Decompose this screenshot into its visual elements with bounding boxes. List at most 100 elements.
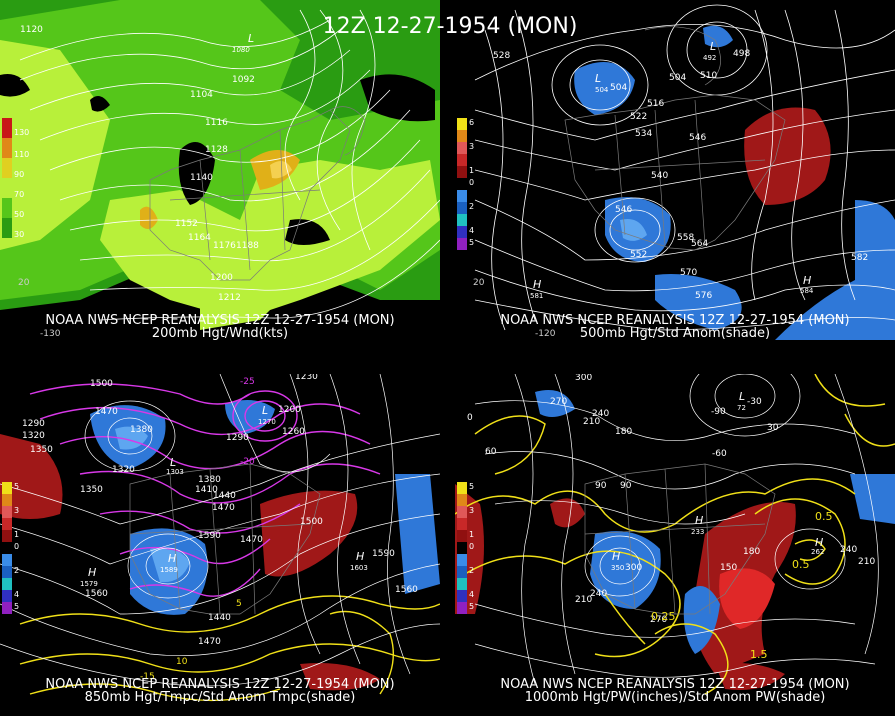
temp-label: 10 xyxy=(176,657,188,667)
contour-label: 210 xyxy=(575,595,592,605)
caption-source: NOAA NWS NCEP REANALYSIS 12Z 12-27-1954 … xyxy=(500,313,850,328)
low-marker: L xyxy=(248,32,254,45)
contour-label: 510 xyxy=(700,71,717,81)
contour-label: 30 xyxy=(767,423,779,433)
legend-label: 5 xyxy=(14,482,20,491)
legend-label: 5 xyxy=(469,602,475,611)
high-value: 262 xyxy=(811,548,824,556)
main-title: 12Z 12-27-1954 (MON) xyxy=(322,14,578,39)
contour-label: 90 xyxy=(595,481,607,491)
legend-label: 4 xyxy=(469,590,475,599)
contour-label: 1176 xyxy=(213,241,236,251)
legend-label: 110 xyxy=(14,150,30,159)
contour-label: 1470 xyxy=(95,407,118,417)
contour-label: 1380 xyxy=(130,425,153,435)
contour-label: 546 xyxy=(689,133,706,143)
contour-label: 210 xyxy=(858,557,875,567)
high-marker: H xyxy=(88,566,96,579)
legend-wind xyxy=(2,118,12,238)
contour-label: 498 xyxy=(733,49,750,59)
legend-label: 1 xyxy=(14,530,20,539)
contour-label: 1320 xyxy=(22,431,45,441)
contour-label: 300 xyxy=(575,374,592,383)
high-marker: H xyxy=(168,552,176,565)
high-value: 350 xyxy=(611,564,624,572)
legend-label: 130 xyxy=(14,128,30,137)
contour-label: 240 xyxy=(840,545,857,555)
contour-label: 1560 xyxy=(85,589,108,599)
high-marker: H xyxy=(533,278,541,291)
contour-label: 0 xyxy=(467,413,473,423)
contour-label: 1200 xyxy=(278,405,301,415)
contour-label: 1128 xyxy=(205,145,228,155)
map-200mb: 1120 1080 1092 1104 1116 1128 1140 1152 … xyxy=(0,0,440,342)
contour-label: 300 xyxy=(625,563,642,573)
contour-label: 60 xyxy=(485,447,497,457)
high-marker: H xyxy=(695,514,703,527)
legend-label: 3 xyxy=(14,506,20,515)
contour-label: 582 xyxy=(851,253,868,263)
contour-label: 1470 xyxy=(198,637,221,647)
high-marker: H xyxy=(815,536,823,549)
legend-label: 4 xyxy=(14,590,20,599)
contour-label: 1410 xyxy=(195,485,218,495)
pw-label: 1.5 xyxy=(750,648,768,661)
pw-label: 0.25 xyxy=(651,610,676,623)
low-marker: L xyxy=(170,456,176,469)
low-value: 72 xyxy=(737,404,746,412)
contour-label: -30 xyxy=(747,397,762,407)
contour-label: 1290 xyxy=(22,419,45,429)
legend-label: 1 xyxy=(469,530,475,539)
lon-label: -130 xyxy=(40,329,61,339)
contour-label: 180 xyxy=(615,427,632,437)
contour-label: 1590 xyxy=(372,549,395,559)
contour-label: 1320 xyxy=(112,465,135,475)
contour-label: 1440 xyxy=(213,491,236,501)
temp-label: -15 xyxy=(140,672,155,682)
contour-label: 240 xyxy=(592,409,609,419)
legend-anom xyxy=(2,482,12,614)
caption-source: NOAA NWS NCEP REANALYSIS 12Z 12-27-1954 … xyxy=(45,313,395,328)
contour-label: 240 xyxy=(590,589,607,599)
high-value: 233 xyxy=(691,528,704,536)
high-marker: H xyxy=(356,550,364,563)
caption-field: 1000mb Hgt/PW(inches)/Std Anom PW(shade) xyxy=(524,690,826,705)
contour-label: 570 xyxy=(680,268,697,278)
contour-label: 1500 xyxy=(300,517,323,527)
legend-label: 4 xyxy=(469,226,475,235)
lon-label: -120 xyxy=(535,329,556,339)
contour-label: 1350 xyxy=(80,485,103,495)
contour-label: 180 xyxy=(743,547,760,557)
caption-field: 200mb Hgt/Wnd(kts) xyxy=(151,326,289,341)
legend-label: 5 xyxy=(469,238,475,247)
contour-label: 1080 xyxy=(232,46,250,54)
pw-label: 0.5 xyxy=(792,558,810,571)
caption-source: NOAA NWS NCEP REANALYSIS 12Z 12-27-1954 … xyxy=(45,677,395,692)
contour-label: 270 xyxy=(550,397,567,407)
contour-label: 522 xyxy=(630,112,647,122)
contour-label: 1116 xyxy=(205,118,228,128)
contour-label: 576 xyxy=(695,291,712,301)
contour-label: 1200 xyxy=(210,273,233,283)
contour-label: 1380 xyxy=(198,475,221,485)
legend-label: 0 xyxy=(469,542,475,551)
low-value: 504 xyxy=(595,86,609,94)
contour-label: 492 xyxy=(703,54,716,62)
contour-label: 1212 xyxy=(218,293,241,303)
legend-anom xyxy=(457,118,467,250)
contour-label: 516 xyxy=(647,99,664,109)
contour-label: 1350 xyxy=(30,445,53,455)
low-value: 1303 xyxy=(166,468,184,476)
caption-field: 500mb Hgt/Std Anom(shade) xyxy=(579,326,771,341)
low-marker: L xyxy=(739,390,745,403)
contour-label: 504 xyxy=(610,83,627,93)
contour-label: 270 xyxy=(650,615,667,625)
legend-label: 3 xyxy=(469,142,475,151)
legend-anom xyxy=(457,482,467,614)
legend-label: 6 xyxy=(469,118,475,127)
temp-label: 5 xyxy=(236,599,242,609)
legend-label: 2 xyxy=(469,202,475,211)
low-value: 1270 xyxy=(258,418,276,426)
panel-200mb: 1120 1080 1092 1104 1116 1128 1140 1152 … xyxy=(0,0,440,342)
panel-500mb: 504 516 522 546 534 540 546 552 558 564 … xyxy=(455,0,895,342)
